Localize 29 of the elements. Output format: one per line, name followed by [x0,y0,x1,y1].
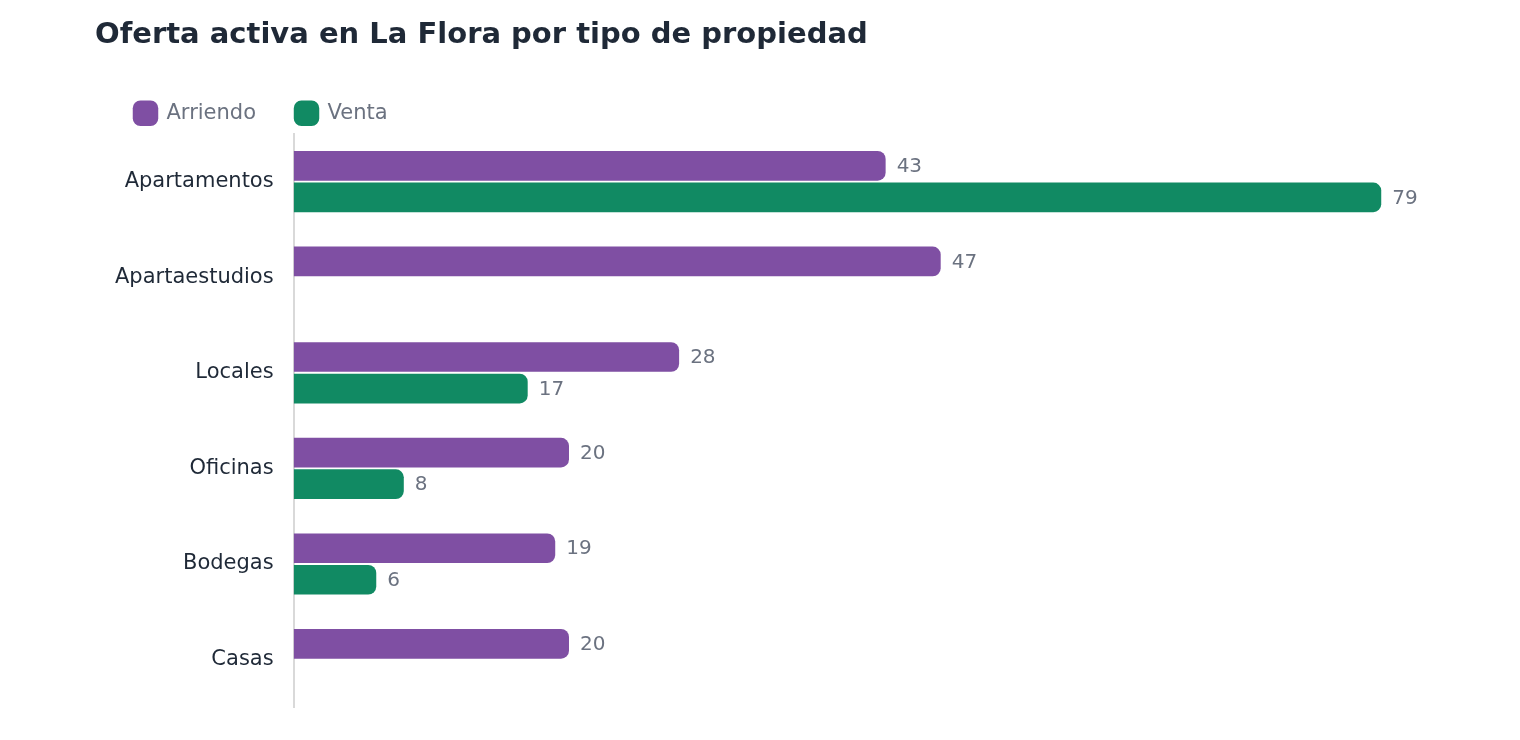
bar [293,151,886,181]
chart-title: Oferta activa en La Flora por tipo de propiedad [95,15,868,50]
data-label: 20 [579,439,606,464]
data-label: 6 [387,566,400,591]
data-label: 20 [579,631,606,656]
bar [293,564,377,595]
data-label: 79 [1392,184,1418,209]
legend-label: Arriendo [166,99,257,124]
bar [293,246,941,277]
bar [293,469,404,499]
data-label: 19 [566,535,592,560]
y-tick-label: Casas [211,646,274,671]
y-tick-label: Apartamentos [124,168,274,193]
data-label: 28 [690,344,716,369]
y-tick-label: Oficinas [189,454,274,479]
data-label: 17 [538,375,565,400]
bar [293,182,1382,213]
bar [293,437,569,468]
data-label: 47 [951,248,978,273]
legend-label: Venta [327,99,388,124]
bar [293,342,680,372]
y-tick-label: Locales [195,359,274,384]
y-tick-label: Apartaestudios [114,263,274,288]
y-tick-label: Bodegas [183,550,274,575]
bar [293,373,528,404]
data-label: 8 [414,471,428,496]
data-label: 43 [896,153,923,178]
bar [293,533,556,564]
bar [293,629,569,659]
